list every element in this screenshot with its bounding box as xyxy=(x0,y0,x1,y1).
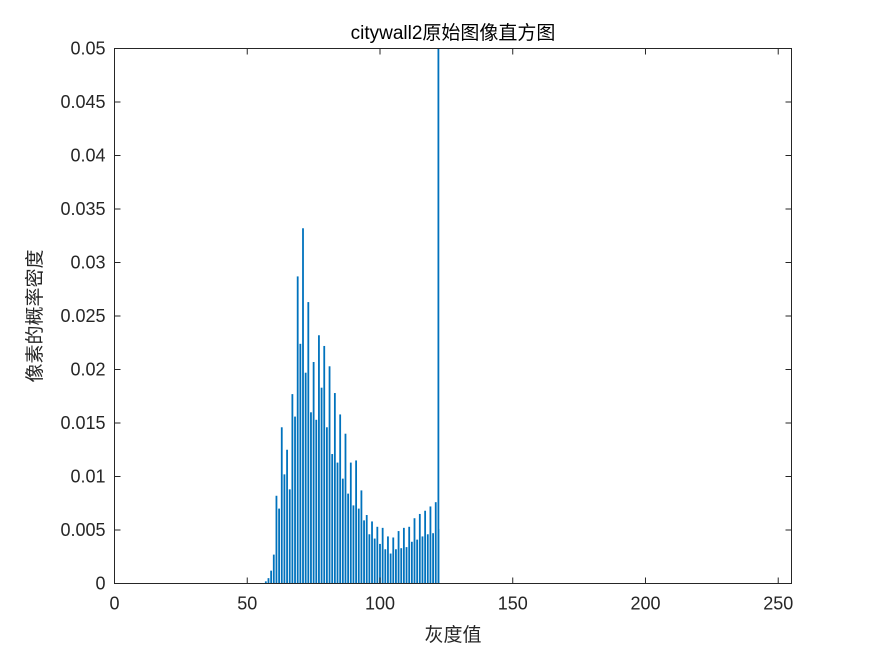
histogram-bar xyxy=(357,508,360,584)
histogram-bar xyxy=(296,276,299,584)
histogram-bar xyxy=(278,508,280,584)
histogram-bar xyxy=(333,393,336,584)
y-tick-label: 0 xyxy=(95,574,105,594)
y-tick-label: 0.05 xyxy=(70,39,105,59)
y-tick-label: 0.02 xyxy=(70,360,105,380)
histogram-bar xyxy=(323,345,326,584)
histogram-bar xyxy=(360,490,363,584)
histogram-bar xyxy=(405,547,408,584)
histogram-bar xyxy=(304,372,307,584)
plot-area-frame xyxy=(114,48,792,584)
histogram-bar xyxy=(389,553,392,584)
histogram-bar xyxy=(371,521,373,584)
histogram-bar xyxy=(392,537,395,584)
histogram-bar xyxy=(325,427,328,584)
chart-title: citywall2原始图像直方图 xyxy=(351,22,556,44)
x-tick-label: 150 xyxy=(498,594,528,614)
y-tick-label: 0.005 xyxy=(60,520,105,540)
y-tick-label: 0.01 xyxy=(70,467,105,487)
histogram-bar xyxy=(302,228,304,584)
x-tick-label: 50 xyxy=(237,594,257,614)
histogram-bar xyxy=(280,427,283,584)
histogram-bar xyxy=(312,362,315,584)
histogram-bar xyxy=(416,539,419,584)
histogram-bar xyxy=(395,549,397,584)
histogram-bar xyxy=(429,506,432,584)
histogram-bar xyxy=(355,460,357,584)
x-axis-label: 灰度值 xyxy=(424,624,481,646)
y-tick-label: 0.04 xyxy=(70,146,105,166)
histogram-bar xyxy=(413,518,416,584)
y-axis-label: 像素的概率密度 xyxy=(24,249,46,382)
histogram-bar xyxy=(349,462,352,584)
histogram-bar xyxy=(267,578,270,584)
histogram-bar xyxy=(432,533,434,584)
histogram-bar xyxy=(437,48,440,584)
y-tick-label: 0.025 xyxy=(60,306,105,326)
histogram-bar xyxy=(410,541,413,584)
histogram-bar xyxy=(408,526,411,584)
histogram-bar xyxy=(387,536,389,584)
x-tick-label: 100 xyxy=(365,594,395,614)
histogram-bar xyxy=(352,505,355,584)
x-axis-ticks: 0 50 100 150 200 250 xyxy=(109,48,793,614)
histogram-bar xyxy=(310,412,312,584)
x-tick-label: 250 xyxy=(763,594,793,614)
y-tick-label: 0.03 xyxy=(70,253,105,273)
histogram-bar xyxy=(341,478,344,584)
histogram-bar xyxy=(288,489,291,584)
histogram-bar xyxy=(381,527,384,584)
y-axis-ticks: 0 0.005 0.01 0.015 0.02 0.025 0.03 0.035 0.04 0.0… xyxy=(60,39,792,594)
histogram-bar xyxy=(421,536,424,584)
histogram-bar xyxy=(283,474,286,584)
histogram-bar xyxy=(307,302,310,584)
histogram-bar xyxy=(328,366,331,584)
histogram-bar xyxy=(264,581,267,584)
y-tick-label: 0.035 xyxy=(60,199,105,219)
histogram-bar xyxy=(426,534,429,584)
histogram-bar xyxy=(424,510,427,584)
histogram-bar xyxy=(434,502,437,584)
histogram-bar xyxy=(379,543,381,584)
x-tick-label: 0 xyxy=(109,594,119,614)
histogram-bar xyxy=(299,343,302,584)
histogram-bar xyxy=(373,538,376,584)
histogram-bar xyxy=(400,548,403,584)
y-tick-label: 0.045 xyxy=(60,92,105,112)
histogram-bar xyxy=(418,513,421,584)
histogram-bar xyxy=(275,495,278,584)
histogram-bar xyxy=(344,433,347,584)
histogram-bar xyxy=(368,534,371,584)
histogram-bar xyxy=(384,549,387,584)
histogram-bar xyxy=(294,416,296,584)
histogram-bar xyxy=(291,394,294,584)
y-tick-label: 0.015 xyxy=(60,413,105,433)
histogram-bar xyxy=(315,419,318,584)
histogram-bar xyxy=(286,449,288,584)
histogram-bar xyxy=(363,520,365,584)
histogram-bar xyxy=(397,531,400,584)
histogram-bar xyxy=(270,570,273,584)
x-tick-label: 200 xyxy=(630,594,660,614)
histogram-bar xyxy=(365,515,368,584)
histogram-bar xyxy=(336,462,339,584)
histogram-bar xyxy=(331,454,334,584)
histogram-bar xyxy=(320,387,323,584)
histogram-bar xyxy=(272,554,275,584)
histogram-bar xyxy=(376,526,379,584)
histogram-bar xyxy=(339,414,342,584)
histogram-bars xyxy=(264,48,440,584)
histogram-bar xyxy=(402,527,405,584)
histogram-bar xyxy=(347,493,350,584)
histogram-bar xyxy=(318,335,320,584)
